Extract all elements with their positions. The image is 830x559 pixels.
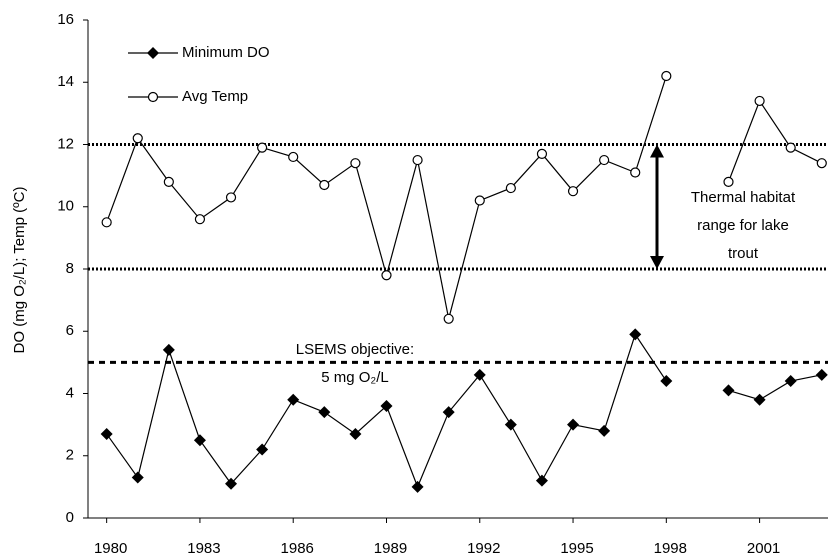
marker [474, 195, 485, 206]
marker [194, 214, 206, 225]
marker [349, 427, 362, 440]
arrow-head [650, 144, 664, 158]
marker [443, 313, 454, 324]
legend-label: Minimum DO [182, 44, 270, 61]
marker [722, 384, 735, 397]
annotation: trout [728, 245, 759, 262]
y-tick-label: 14 [57, 73, 74, 90]
marker [163, 176, 174, 187]
x-tick-label: 2001 [747, 540, 780, 557]
y-tick-label: 16 [57, 11, 74, 28]
marker [723, 176, 734, 187]
series-line [106, 332, 822, 489]
marker [785, 142, 796, 153]
marker [412, 154, 423, 166]
x-tick-label: 1998 [654, 540, 687, 557]
marker [599, 154, 610, 166]
marker [319, 179, 330, 191]
y-tick-label: 2 [66, 447, 74, 464]
legend-marker [147, 91, 159, 103]
legend-label: Avg Temp [182, 88, 248, 105]
marker [536, 148, 548, 159]
marker [660, 375, 673, 388]
y-tick-label: 6 [66, 322, 74, 339]
marker [505, 182, 516, 194]
annotation: range for lake [697, 217, 789, 234]
marker [535, 474, 548, 487]
marker [162, 343, 175, 356]
x-tick-label: 1980 [94, 540, 127, 557]
x-tick-label: 1989 [374, 540, 407, 557]
annotation: 5 mg O₂/L [321, 369, 389, 386]
marker [411, 480, 424, 493]
marker [598, 424, 611, 437]
marker [101, 217, 112, 228]
marker [567, 418, 580, 431]
marker [754, 95, 765, 107]
y-tick-label: 0 [66, 509, 74, 526]
marker [380, 399, 393, 412]
marker [225, 192, 237, 203]
marker [288, 151, 299, 163]
marker [256, 443, 269, 456]
marker [815, 368, 828, 381]
marker [629, 328, 642, 341]
legend-marker [147, 47, 159, 59]
marker [442, 406, 455, 419]
marker [816, 158, 827, 169]
y-tick-label: 8 [66, 260, 74, 277]
y-tick-label: 12 [57, 135, 74, 152]
marker [630, 167, 641, 178]
arrow-head [650, 256, 664, 269]
marker [567, 186, 579, 197]
marker [784, 375, 797, 388]
annotation: Thermal habitat [691, 189, 796, 206]
marker [753, 393, 766, 406]
annotation: LSEMS objective: [296, 341, 414, 358]
marker [100, 427, 113, 440]
y-tick-label: 4 [66, 384, 74, 401]
x-tick-label: 1983 [187, 540, 220, 557]
marker [132, 133, 143, 144]
marker [257, 142, 268, 153]
x-tick-label: 1986 [281, 540, 314, 557]
marker [473, 368, 486, 381]
y-axis-label: DO (mg O₂/L); Temp (ºC) [11, 187, 28, 354]
y-tick-label: 10 [57, 198, 74, 215]
marker [287, 393, 300, 406]
marker [225, 477, 238, 490]
marker [661, 70, 672, 82]
marker [504, 418, 517, 431]
marker [131, 471, 144, 484]
marker [381, 270, 392, 281]
x-tick-label: 1995 [560, 540, 593, 557]
marker [193, 434, 206, 447]
x-tick-label: 1992 [467, 540, 500, 557]
marker [318, 406, 331, 419]
marker [350, 158, 361, 169]
